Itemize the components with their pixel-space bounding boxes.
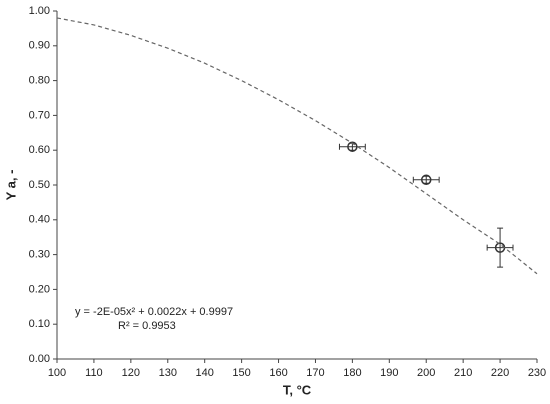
x-axis-title: T, °C [283,382,312,397]
y-tick-label: 0.00 [29,353,50,365]
y-tick-label: 0.50 [29,179,50,191]
x-tick-label: 200 [417,367,435,379]
y-axis-title: Y a, - [3,170,18,201]
trend-equation: y = -2E-05x² + 0.0022x + 0.9997 [75,306,233,318]
y-tick-label: 0.10 [29,318,50,330]
x-tick-label: 160 [269,367,287,379]
point [347,141,358,152]
y-tick-label: 0.80 [29,75,50,87]
x-error-bar [486,244,514,251]
x-tick-label: 110 [85,367,103,379]
y-tick-label: 0.30 [29,249,50,261]
y-tick-label: 0.20 [29,283,50,295]
x-tick-label: 210 [454,367,472,379]
y-tick-label: 0.40 [29,214,50,226]
y-tick-label: 1.00 [29,5,50,17]
trendline [56,17,538,275]
x-tick-label: 230 [528,367,546,379]
r-squared: R² = 0.9953 [118,320,176,332]
x-tick-label: 100 [48,367,66,379]
x-tick-label: 140 [196,367,214,379]
x-tick-label: 220 [491,367,509,379]
x-error-bar [338,143,366,150]
y-tick-label: 0.70 [29,109,50,121]
x-tick-label: 150 [232,367,250,379]
y-tick-label: 0.60 [29,144,50,156]
x-tick-label: 130 [159,367,177,379]
y-tick-label: 0.90 [29,40,50,52]
point [420,174,432,186]
x-tick-label: 190 [380,367,398,379]
x-error-bar [412,176,440,183]
x-tick-label: 120 [122,367,140,379]
x-tick-label: 170 [306,367,324,379]
x-tick-label: 180 [343,367,361,379]
